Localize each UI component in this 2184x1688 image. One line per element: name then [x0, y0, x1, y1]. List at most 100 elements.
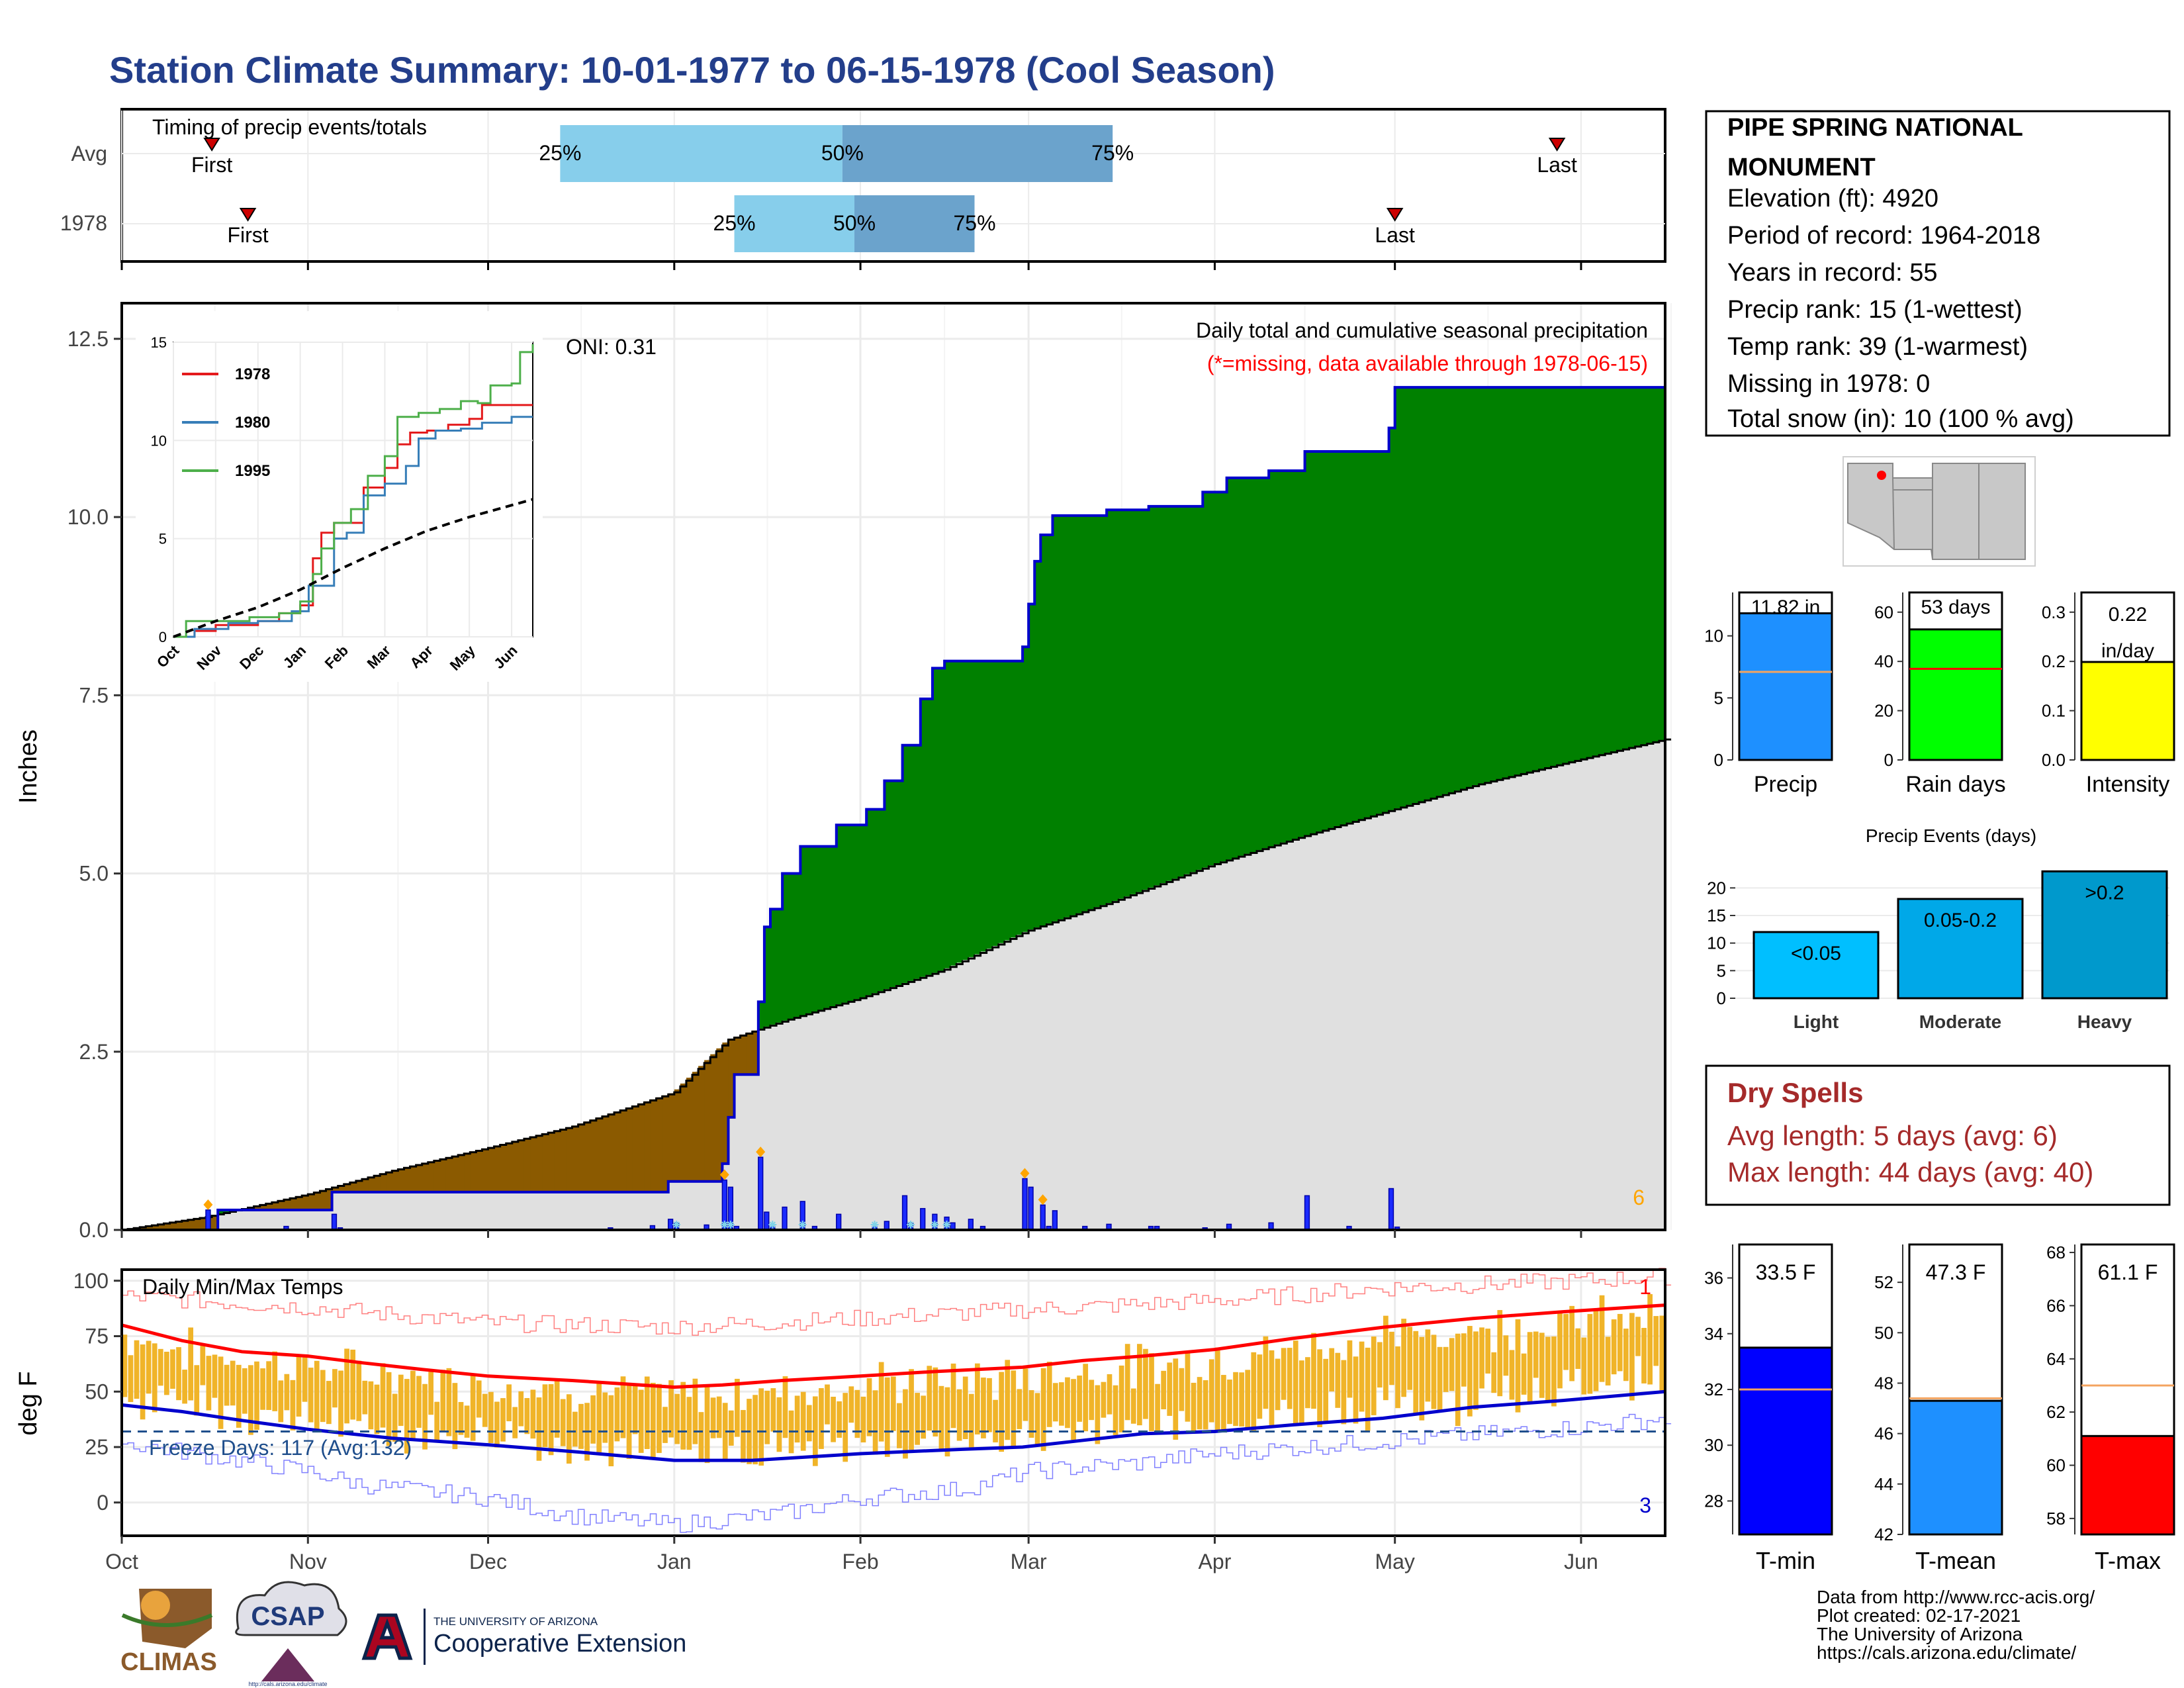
daily-temp-bar — [1191, 1382, 1197, 1431]
above-avg-fill — [1287, 471, 1294, 841]
below-avg-fill — [590, 1119, 597, 1192]
daily-temp-bar — [1551, 1336, 1557, 1407]
daily-temp-bar — [188, 1327, 194, 1401]
daily-temp-bar — [122, 1335, 128, 1397]
above-avg-fill — [1431, 387, 1437, 798]
above-avg-fill — [1533, 387, 1540, 771]
daily-temp-bar — [440, 1370, 446, 1431]
avg-cumulative-line — [122, 738, 1672, 1231]
daily-temp-bar — [1269, 1350, 1275, 1427]
daily-temp-bar — [242, 1368, 248, 1414]
below-avg-fill — [140, 1227, 146, 1230]
above-avg-fill — [764, 927, 771, 1027]
daily-temp-bar — [1485, 1329, 1490, 1374]
daily-temp-bar — [1341, 1360, 1347, 1425]
daily-temp-bar — [782, 1376, 788, 1438]
daily-temp-bar — [338, 1370, 343, 1437]
daily-temp-bar — [999, 1372, 1005, 1452]
daily-temp-bar — [572, 1411, 578, 1447]
daily-temp-bar — [987, 1378, 992, 1432]
timing-first-label: First — [227, 223, 268, 247]
daily-temp-bar — [1203, 1380, 1208, 1430]
above-avg-fill — [776, 909, 783, 1023]
daily-precip-bar — [667, 1219, 674, 1231]
daily-temp-bar — [1419, 1336, 1425, 1421]
daily-temp-bar — [1389, 1331, 1394, 1385]
below-avg-fill — [584, 1121, 591, 1192]
daily-temp-bar — [278, 1380, 284, 1423]
mini-ytick-label: 46 — [1874, 1424, 1893, 1444]
dry-spells-title: Dry Spells — [1727, 1077, 1863, 1108]
above-avg-fill — [812, 846, 819, 1012]
avg-max-line — [121, 1303, 1666, 1389]
daily-temp-bar — [1467, 1326, 1473, 1417]
daily-temp-bar — [758, 1388, 764, 1466]
daily-temp-bar — [590, 1395, 596, 1444]
daily-temp-bar — [770, 1388, 776, 1432]
daily-temp-bar — [848, 1386, 854, 1423]
daily-precip-bar — [836, 1213, 842, 1231]
daily-temp-bar — [362, 1380, 368, 1415]
above-avg-fill — [1527, 387, 1533, 773]
below-avg-fill — [506, 1143, 513, 1192]
above-avg-fill — [1179, 506, 1185, 877]
daily-temp-bar — [344, 1348, 349, 1424]
below-avg-fill — [572, 1125, 579, 1192]
below-avg-fill — [512, 1141, 519, 1192]
daily-temp-bar — [1071, 1379, 1076, 1440]
daily-temp-bar — [1107, 1374, 1113, 1415]
above-avg-fill — [1328, 451, 1336, 828]
events-bar-label: <0.05 — [1791, 943, 1841, 964]
daily-temp-bar — [500, 1398, 506, 1442]
below-avg-fill — [368, 1176, 375, 1192]
timing-bar-25-50 — [734, 195, 855, 252]
below-avg-fill — [734, 1036, 741, 1075]
daily-temp-bar — [392, 1393, 398, 1442]
below-avg-fill — [680, 1083, 687, 1182]
daily-temp-bar — [1629, 1313, 1635, 1401]
below-avg-fill — [193, 1218, 201, 1230]
daily-temp-bar — [212, 1354, 218, 1398]
daily-temp-bar — [1533, 1331, 1539, 1378]
daily-temp-bar — [488, 1391, 494, 1443]
heavy-precip-marker — [1020, 1168, 1030, 1179]
daily-temp-bar — [536, 1397, 542, 1461]
above-avg-fill — [1539, 387, 1546, 769]
precip-panel-border — [120, 302, 1666, 1231]
below-avg-fill — [692, 1072, 699, 1182]
mini-bar-label: 0.22 — [2109, 604, 2147, 626]
below-avg-fill — [566, 1127, 573, 1192]
ua-logo-line2: Cooperative Extension — [433, 1630, 686, 1658]
daily-temp-bar — [956, 1389, 962, 1441]
above-avg-fill — [1298, 471, 1306, 837]
above-avg-fill — [974, 661, 981, 955]
mini-bar-name: Intensity — [2086, 772, 2170, 797]
mini-bar-label: 33.5 F — [1756, 1260, 1816, 1284]
daily-temp-bar — [698, 1412, 704, 1462]
daily-temp-bar — [254, 1361, 259, 1430]
above-avg-fill — [1076, 515, 1083, 914]
above-avg-fill — [1418, 387, 1426, 802]
daily-temp-bar — [1005, 1360, 1011, 1440]
daily-temp-bar — [1509, 1350, 1515, 1400]
mini-bar-label: in/day — [2101, 640, 2154, 662]
daily-temp-bar — [320, 1370, 326, 1423]
daily-temp-bar — [1136, 1344, 1142, 1426]
above-avg-fill — [758, 1002, 765, 1029]
events-category-label: Moderate — [1919, 1011, 2001, 1032]
below-avg-fill — [410, 1166, 417, 1192]
daily-temp-bar — [1124, 1344, 1130, 1421]
above-avg-fill — [1371, 451, 1378, 816]
daily-precip-bar — [901, 1195, 908, 1231]
below-avg-fill — [265, 1203, 273, 1210]
heavy-precip-marker — [1038, 1194, 1048, 1205]
below-avg-fill — [494, 1145, 501, 1192]
inset-ytick-label: 5 — [159, 531, 167, 547]
daily-temp-bar — [1605, 1336, 1611, 1385]
daily-temp-bar — [1227, 1380, 1232, 1425]
below-avg-fill — [523, 1138, 531, 1192]
below-avg-fill — [386, 1171, 392, 1192]
above-avg-fill — [998, 661, 1005, 943]
above-avg-fill — [944, 661, 951, 968]
daily-temp-bar — [825, 1384, 830, 1425]
